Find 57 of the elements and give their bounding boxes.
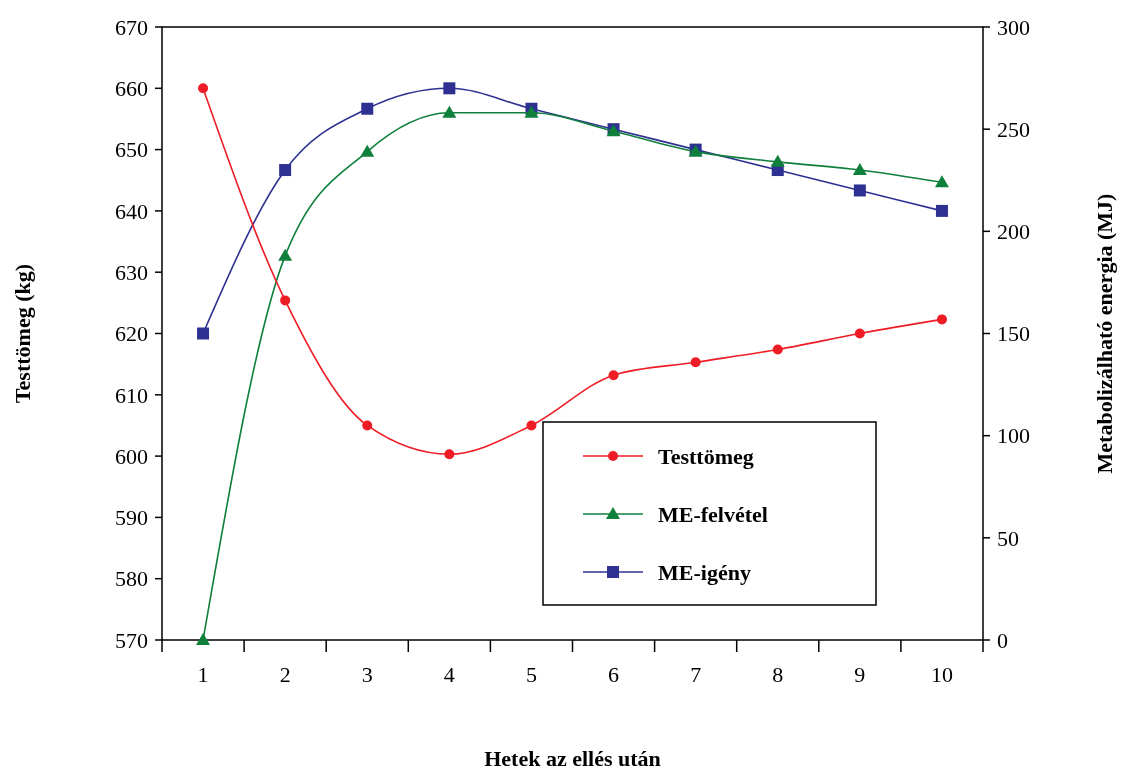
x-tick-label: 8 — [772, 662, 784, 687]
x-tick-label: 3 — [361, 662, 373, 687]
y2-tick-label: 50 — [997, 525, 1019, 551]
y-axis-title: Testtömeg (kg) — [10, 263, 35, 404]
point — [362, 420, 373, 431]
point — [936, 314, 947, 325]
y2-axis-title: Metabolizálható energia (MJ) — [1092, 193, 1117, 474]
point — [442, 105, 457, 118]
y2-tick-label: 300 — [997, 14, 1030, 40]
point — [935, 204, 948, 217]
point — [690, 357, 701, 368]
point — [280, 295, 291, 306]
point — [443, 82, 456, 95]
y-tick-label: 570 — [115, 627, 148, 653]
point — [853, 184, 866, 197]
legend-label: Testtömeg — [658, 443, 754, 469]
point — [444, 449, 455, 460]
x-axis-title: Hetek az ellés után — [484, 746, 661, 771]
y2-tick-label: 200 — [997, 219, 1030, 245]
x-tick-label: 2 — [279, 662, 291, 687]
y-tick-label: 660 — [115, 76, 148, 101]
x-tick-label: 9 — [854, 662, 866, 687]
y-tick-label: 590 — [115, 505, 148, 531]
point — [196, 633, 211, 645]
x-tick-label: 10 — [930, 662, 953, 687]
y2-tick-label: 150 — [997, 321, 1030, 347]
point — [360, 144, 375, 157]
x-tick-label: 4 — [443, 662, 455, 687]
y-tick-label: 580 — [115, 566, 148, 592]
point — [526, 420, 537, 431]
point — [198, 83, 209, 94]
point — [772, 344, 783, 355]
point — [361, 102, 374, 115]
y-tick-label: 650 — [115, 137, 148, 163]
point — [854, 328, 865, 339]
y-tick-label: 600 — [115, 443, 148, 469]
y-tick-label: 630 — [115, 259, 148, 285]
point — [608, 370, 619, 381]
point — [197, 327, 210, 340]
point — [852, 163, 867, 176]
point — [278, 248, 293, 261]
y-tick-label: 670 — [115, 14, 148, 40]
y-tick-label: 620 — [115, 321, 148, 347]
x-tick-label: 5 — [525, 662, 537, 687]
point — [770, 154, 785, 167]
legend-label: ME-felvétel — [658, 501, 768, 527]
y2-tick-label: 100 — [997, 423, 1030, 449]
point — [934, 175, 949, 188]
y2-tick-label: 250 — [997, 116, 1030, 142]
x-tick-label: 1 — [197, 662, 209, 687]
y2-tick-label: 0 — [997, 627, 1008, 653]
legend-label: ME-igény — [658, 559, 751, 585]
point — [279, 164, 292, 177]
y-tick-label: 610 — [115, 382, 148, 408]
y-tick-label: 640 — [115, 198, 148, 224]
x-tick-label: 7 — [690, 662, 702, 687]
x-tick-label: 6 — [608, 662, 620, 687]
